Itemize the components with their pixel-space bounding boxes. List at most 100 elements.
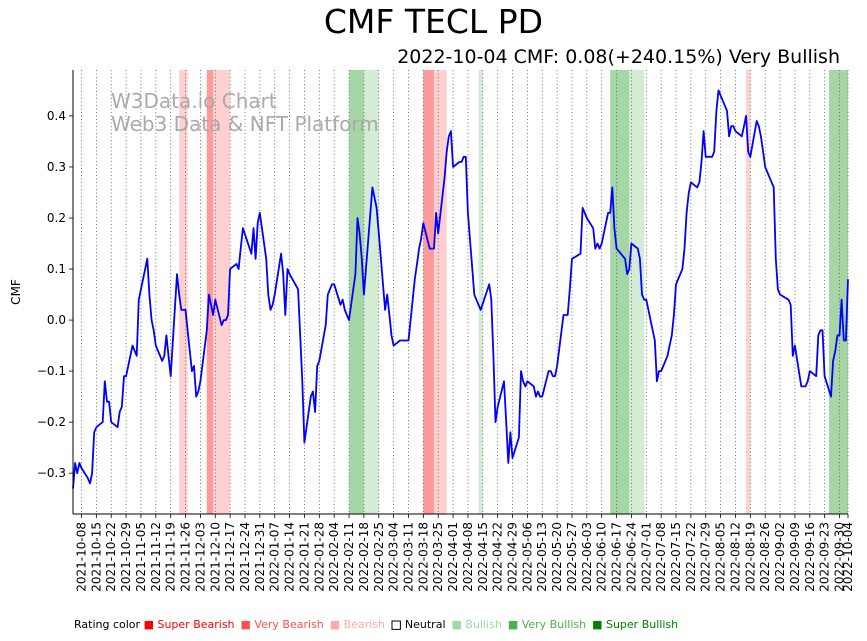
legend-swatch: ■ [390, 618, 402, 632]
legend-item: ■ Bearish [330, 618, 385, 631]
x-tick-label: 2022-09-16 [803, 522, 817, 592]
x-tick-label: 2022-05-20 [550, 522, 564, 592]
x-tick-label: 2022-01-07 [268, 522, 282, 592]
chart-title: CMF TECL PD [323, 2, 544, 41]
y-tick-label: −0.1 [37, 364, 66, 378]
y-tick-label: 0.2 [47, 211, 66, 225]
x-ticks: 2021-10-08 2021-10-15 2021-10-22 2021-10-29… [74, 514, 855, 592]
x-tick-label: 2022-07-01 [639, 522, 653, 592]
x-tick-label: 2022-01-14 [283, 522, 297, 592]
x-tick-label: 2022-09-09 [788, 522, 802, 592]
y-tick-label: −0.2 [37, 415, 66, 429]
legend-item-label: Neutral [401, 618, 446, 631]
legend-item-label: Very Bullish [518, 618, 587, 631]
legend-swatch: ■ [329, 618, 341, 631]
rating-band [423, 70, 434, 514]
legend: Rating color ■ Super Bearish ■ Very Beari… [74, 618, 684, 632]
x-tick-label: 2022-06-03 [580, 522, 594, 592]
legend-item: ■ Bullish [452, 618, 502, 631]
legend-item-label: Bullish [461, 618, 502, 631]
x-tick-label: 2022-07-29 [699, 522, 713, 592]
rating-band [610, 70, 630, 514]
vertical-gridlines [81, 70, 849, 514]
y-tick-label: −0.3 [37, 466, 66, 480]
x-tick-label: 2022-08-12 [728, 522, 742, 592]
x-tick-label: 2022-08-26 [758, 522, 772, 592]
x-tick-label: 2022-06-10 [595, 522, 609, 592]
x-tick-label: 2021-10-29 [119, 522, 133, 592]
rating-band [179, 70, 188, 514]
y-tick-label: 0.3 [47, 160, 66, 174]
legend-item: ■ Neutral [390, 618, 446, 632]
x-tick-label: 2021-12-17 [223, 522, 237, 592]
x-tick-label: 2022-04-08 [461, 522, 475, 592]
x-tick-label: 2021-10-08 [74, 522, 88, 592]
axes [72, 70, 848, 515]
x-tick-label: 2022-05-27 [565, 522, 579, 592]
x-tick-label: 2022-02-18 [357, 522, 371, 592]
legend-item: ■ Super Bearish [144, 618, 235, 631]
legend-item: ■ Very Bullish [508, 618, 586, 631]
x-tick-label: 2022-05-13 [535, 522, 549, 592]
x-tick-label: 2022-08-19 [743, 522, 757, 592]
watermark: W3Data.io Chart Web3 Data & NFT Platform [111, 89, 379, 136]
x-tick-label: 2021-12-10 [208, 522, 222, 592]
x-tick-label: 2022-06-24 [624, 522, 638, 592]
watermark-line-2: Web3 Data & NFT Platform [111, 112, 379, 136]
y-tick-label: 0.1 [47, 262, 66, 276]
y-ticks: −0.3 −0.2 −0.1 0.0 0.1 0.2 0.3 0.4 [37, 109, 73, 480]
x-tick-label: 2022-03-11 [401, 522, 415, 592]
x-tick-label: 2022-03-25 [431, 522, 445, 592]
x-tick-label: 2022-02-11 [342, 522, 356, 592]
rating-band [828, 70, 848, 514]
x-tick-label: 2022-09-30 [833, 522, 847, 592]
x-tick-label: 2022-07-22 [684, 522, 698, 592]
rating-bands [179, 70, 848, 514]
x-tick-label: 2021-12-24 [238, 522, 252, 592]
x-tick-label: 2022-03-04 [387, 522, 401, 592]
chart-subtitle: 2022-10-04 CMF: 0.08(+240.15%) Very Bull… [397, 46, 840, 68]
rating-band [746, 70, 751, 514]
x-tick-label: 2021-10-22 [104, 522, 118, 592]
rating-band [478, 70, 483, 514]
rating-band [433, 70, 447, 514]
x-tick-label: 2022-09-23 [818, 522, 832, 592]
x-tick-label: 2022-08-05 [714, 522, 728, 592]
legend-item: ■ Very Bearish [241, 618, 324, 631]
x-tick-label: 2022-09-02 [773, 522, 787, 592]
x-tick-label: 2022-04-01 [446, 522, 460, 592]
x-tick-label: 2022-10-04 [841, 522, 855, 592]
legend-item-label: Bearish [340, 618, 385, 631]
x-tick-label: 2021-11-12 [149, 522, 163, 592]
legend-swatch: ■ [240, 618, 251, 631]
legend-title: Rating color [74, 618, 141, 631]
x-tick-label: 2022-01-28 [312, 522, 326, 592]
x-tick-label: 2021-12-31 [253, 522, 267, 592]
x-tick-label: 2022-07-15 [669, 522, 683, 592]
cmf-series-line [72, 89, 849, 489]
x-tick-label: 2022-01-21 [297, 522, 311, 592]
rating-band [206, 70, 214, 514]
legend-swatch: ■ [143, 618, 154, 631]
rating-band [363, 70, 379, 514]
rating-band [629, 70, 645, 514]
legend-item: ■ Super Bullish [592, 618, 678, 631]
legend-item-label: Super Bearish [153, 618, 235, 631]
x-tick-label: 2021-11-19 [164, 522, 178, 592]
watermark-line-1: W3Data.io Chart [111, 89, 277, 113]
rating-band [349, 70, 364, 514]
series-lines [72, 89, 849, 489]
legend-swatch: ■ [592, 618, 603, 631]
x-tick-label: 2022-04-29 [506, 522, 520, 592]
x-tick-label: 2022-04-22 [491, 522, 505, 592]
x-tick-label: 2022-02-04 [327, 522, 341, 592]
legend-item-label: Super Bullish [602, 618, 679, 631]
x-tick-label: 2022-05-06 [520, 522, 534, 592]
x-tick-label: 2022-03-18 [416, 522, 430, 592]
x-tick-label: 2022-04-15 [476, 522, 490, 592]
y-tick-label: 0.0 [47, 313, 66, 327]
x-tick-label: 2021-10-15 [89, 522, 103, 592]
x-tick-label: 2022-02-25 [372, 522, 386, 592]
rating-band [213, 70, 231, 514]
